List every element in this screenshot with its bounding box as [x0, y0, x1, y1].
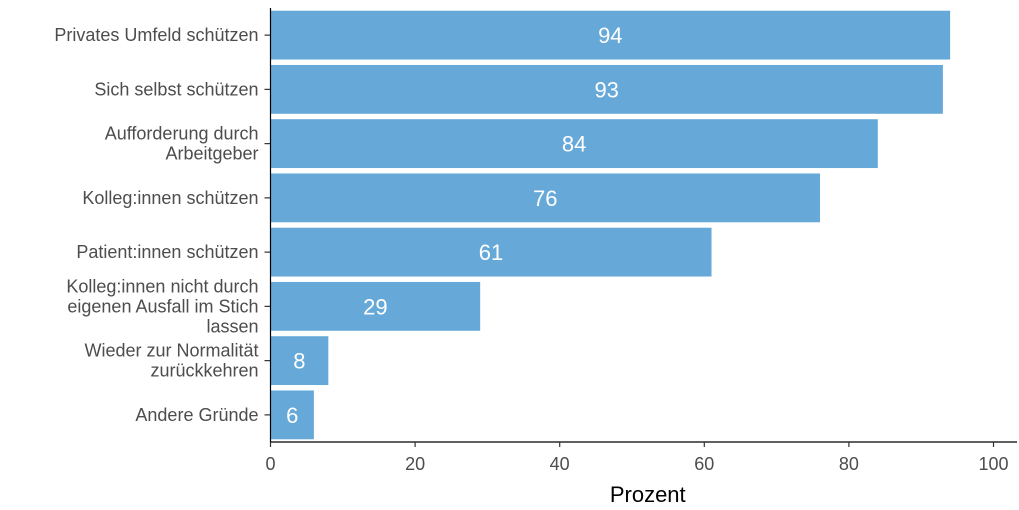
bar-7	[270, 336, 329, 386]
category-label: Sich selbst schützen	[94, 79, 258, 99]
x-axis: 0 20 40 60 80 100	[265, 441, 1017, 474]
bar-value-label: 76	[533, 186, 557, 211]
bar-value-label: 8	[293, 349, 305, 374]
bars-group	[270, 10, 951, 440]
category-label: Privates Umfeld schützen	[54, 25, 258, 45]
bar-4	[270, 173, 820, 223]
bar-3	[270, 119, 878, 169]
category-label: Kolleg:innen schützen	[82, 188, 258, 208]
category-label: Patient:innen schützen	[76, 242, 258, 262]
category-label: Aufforderung durch Arbeitgeber	[105, 124, 259, 164]
x-tick-label: 80	[839, 454, 859, 474]
bar-5	[270, 227, 712, 277]
x-tick-label: 40	[550, 454, 570, 474]
bar-value-label: 29	[363, 294, 387, 319]
bar-6	[270, 281, 481, 331]
x-tick-label: 60	[694, 454, 714, 474]
x-tick-label: 0	[265, 454, 275, 474]
category-label: Andere Gründe	[135, 405, 258, 425]
category-label: Wieder zur Normalität zurückkehren	[84, 341, 258, 381]
bar-value-label: 84	[562, 132, 586, 157]
bar-value-label: 94	[598, 23, 622, 48]
bar-2	[270, 64, 943, 114]
x-axis-title: Prozent	[610, 482, 686, 507]
bar-labels-group: 94 93 84 76 61 29 8 6	[286, 23, 622, 428]
bar-1	[270, 10, 951, 60]
category-label: Kolleg:innen nicht durch eigenen Ausfall …	[66, 276, 258, 336]
bar-value-label: 93	[594, 77, 618, 102]
bar-value-label: 61	[479, 240, 503, 265]
x-tick-label: 100	[978, 454, 1008, 474]
y-axis: Privates Umfeld schützen Sich selbst schü…	[54, 8, 272, 442]
bar-value-label: 6	[286, 403, 298, 428]
x-tick-label: 20	[405, 454, 425, 474]
bar-8	[270, 390, 314, 440]
